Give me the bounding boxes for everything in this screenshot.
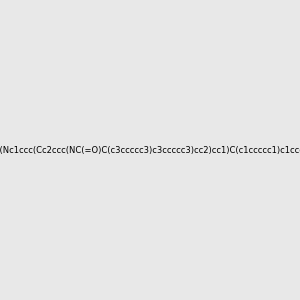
Text: O=C(Nc1ccc(Cc2ccc(NC(=O)C(c3ccccc3)c3ccccc3)cc2)cc1)C(c1ccccc1)c1ccccc1: O=C(Nc1ccc(Cc2ccc(NC(=O)C(c3ccccc3)c3ccc… — [0, 146, 300, 154]
